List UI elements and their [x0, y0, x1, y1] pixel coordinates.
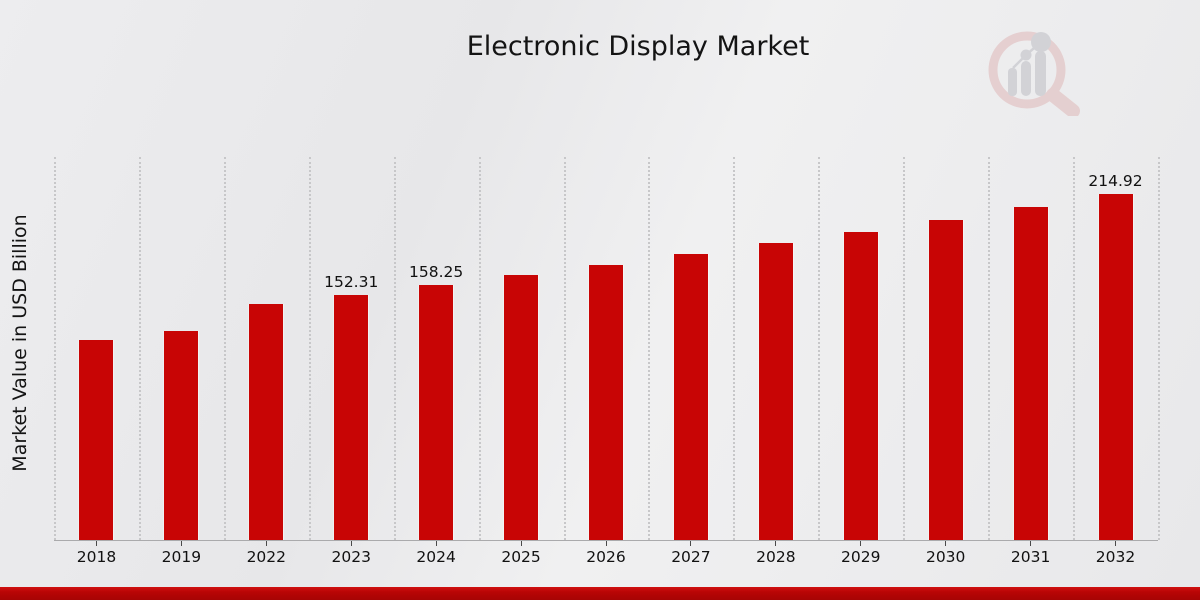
chart-title: Electronic Display Market — [466, 31, 810, 62]
x-tick-label-2029: 2029 — [841, 548, 881, 566]
gridline — [223, 157, 226, 540]
logo-bar-tall — [1035, 51, 1046, 96]
logo-dot-small — [1020, 49, 1032, 61]
gridline — [903, 157, 906, 540]
x-tick-2027 — [690, 541, 692, 546]
bar-2024 — [419, 285, 454, 540]
gridline — [988, 157, 991, 540]
x-tick-2019 — [180, 541, 182, 546]
bar-2032 — [1098, 194, 1133, 540]
x-axis: 2018 2019 2022 2023 2024 2025 2026 2027 2028 2029… — [54, 540, 1158, 580]
bar-2022 — [249, 303, 284, 540]
bar-value-label-2032: 214.92 — [1088, 172, 1143, 191]
magnifier-handle — [1046, 88, 1080, 116]
logo-bar-medium — [1021, 61, 1031, 96]
x-tick-label-2031: 2031 — [1010, 548, 1051, 566]
x-tick-2022 — [265, 541, 267, 546]
x-tick-2030 — [945, 541, 947, 546]
bar-2028 — [758, 243, 793, 540]
x-tick-label-2030: 2030 — [925, 548, 966, 566]
x-tick-2023 — [350, 541, 352, 546]
magnifier-ring — [988, 31, 1066, 109]
gridline — [1158, 157, 1160, 540]
x-tick-2028 — [775, 541, 777, 546]
gridline — [733, 157, 736, 540]
bar-2026 — [589, 265, 623, 540]
bar-2025 — [504, 275, 539, 540]
gridline — [563, 157, 566, 540]
x-tick-label-2024: 2024 — [416, 548, 456, 566]
x-tick-2018 — [95, 541, 97, 546]
bar-2029 — [843, 231, 878, 540]
x-tick-label-2026: 2026 — [586, 548, 626, 566]
x-tick-label-2023: 2023 — [331, 548, 371, 566]
x-tick-label-2032: 2032 — [1095, 548, 1136, 566]
logo-bar-short — [1008, 68, 1017, 96]
x-tick-label-2027: 2027 — [671, 548, 711, 566]
x-tick-label-2025: 2025 — [501, 548, 541, 566]
gridline — [478, 157, 481, 540]
gridline — [648, 157, 651, 540]
bar-2027 — [673, 254, 708, 540]
bar-value-label-2024: 158.25 — [409, 263, 464, 282]
x-tick-2026 — [605, 541, 607, 546]
x-tick-2024 — [435, 541, 437, 546]
y-axis-label: Market Value in USD Billion — [9, 214, 31, 472]
bar-2023 — [334, 294, 369, 540]
bar-2019 — [164, 330, 199, 540]
x-tick-label-2028: 2028 — [756, 548, 796, 566]
magnifier-bar-chart-logo-icon — [988, 31, 1080, 116]
x-tick-label-2018: 2018 — [76, 548, 117, 566]
x-tick-label-2019: 2019 — [161, 548, 202, 566]
plot-area: 152.31 158.25 214.92 — [54, 157, 1160, 540]
x-tick-2025 — [520, 541, 522, 546]
x-axis-line — [54, 540, 1158, 541]
gridline — [818, 157, 821, 540]
bar-2031 — [1013, 207, 1048, 540]
gridline — [138, 157, 141, 540]
x-tick-label-2022: 2022 — [246, 548, 287, 566]
bar-2018 — [79, 339, 114, 540]
x-tick-2031 — [1030, 541, 1032, 546]
bar-value-label-2023: 152.31 — [324, 272, 379, 291]
bar-2030 — [928, 219, 963, 540]
x-tick-2032 — [1115, 541, 1117, 546]
x-tick-2029 — [860, 541, 862, 546]
footer-accent-bar — [0, 587, 1200, 600]
gridline — [308, 157, 311, 540]
gridline — [1073, 157, 1076, 540]
gridline — [54, 157, 56, 540]
gridline — [393, 157, 396, 540]
logo-dot-large — [1031, 32, 1051, 52]
